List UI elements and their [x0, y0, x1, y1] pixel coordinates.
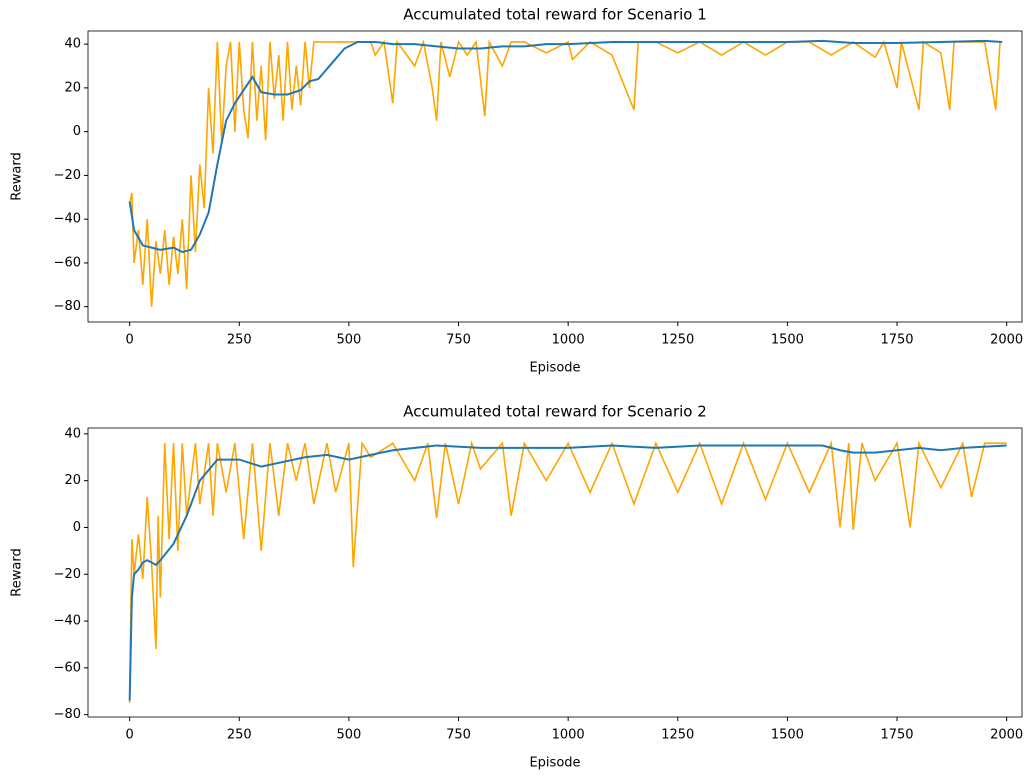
x-tick-label: 1750 [880, 333, 913, 348]
x-tick-label: 1250 [661, 728, 694, 743]
x-axis-label: Episode [529, 361, 580, 376]
x-tick-label: 1500 [771, 333, 804, 348]
y-tick-label: −80 [54, 299, 81, 314]
x-tick-label: 1000 [552, 728, 585, 743]
series-line [128, 38, 1001, 307]
x-tick-label: 1500 [771, 728, 804, 743]
x-tick-label: 250 [227, 333, 252, 348]
y-tick-label: −60 [54, 660, 81, 675]
y-tick-label: −80 [54, 707, 81, 722]
y-tick-label: 20 [64, 80, 81, 95]
y-tick-label: −20 [54, 168, 81, 183]
series-line [128, 444, 1007, 701]
axes-frame [87, 427, 1023, 718]
x-tick-label: 0 [126, 728, 134, 743]
y-axis-label: Reward [10, 548, 25, 596]
series-line [128, 440, 1007, 703]
y-tick-label: −40 [54, 614, 81, 629]
x-tick-label: 2000 [990, 333, 1023, 348]
x-tick-label: 250 [227, 728, 252, 743]
x-tick-label: 1000 [552, 333, 585, 348]
x-axis-label: Episode [529, 756, 580, 771]
x-tick-label: 1750 [880, 728, 913, 743]
x-tick-label: 1250 [661, 333, 694, 348]
y-tick-label: 20 [64, 473, 81, 488]
y-axis-label: Reward [10, 152, 25, 200]
y-tick-label: −40 [54, 212, 81, 227]
series-line [128, 39, 1003, 254]
x-tick-label: 0 [126, 333, 134, 348]
y-tick-label: 40 [64, 37, 81, 52]
chart-title: Accumulated total reward for Scenario 2 [403, 403, 707, 421]
x-tick-label: 500 [336, 728, 361, 743]
y-tick-label: −60 [54, 255, 81, 270]
y-tick-label: 40 [64, 426, 81, 441]
x-tick-label: 750 [446, 333, 471, 348]
y-tick-label: 0 [73, 124, 81, 139]
x-tick-label: 750 [446, 728, 471, 743]
x-tick-label: 500 [336, 333, 361, 348]
y-tick-label: 0 [73, 520, 81, 535]
chart-title: Accumulated total reward for Scenario 1 [403, 6, 707, 24]
y-tick-label: −20 [54, 567, 81, 582]
x-tick-label: 2000 [990, 728, 1023, 743]
axes-frame [87, 30, 1023, 323]
